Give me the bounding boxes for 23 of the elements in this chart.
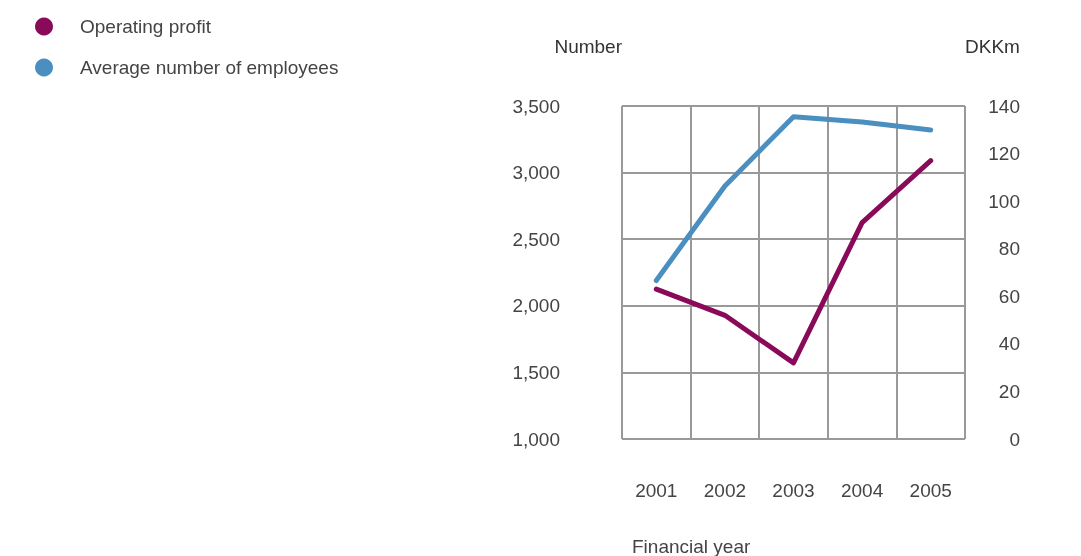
x-tick-label: 2004: [840, 480, 884, 501]
y-tick-label: 3,000: [512, 162, 560, 184]
x-tick-label: 2002: [703, 480, 747, 501]
legend-label: Operating profit: [80, 16, 212, 37]
y2-tick-label: 0: [1009, 428, 1020, 450]
y-tick-label: 3,500: [512, 95, 560, 117]
y-tick-label: 2,000: [512, 295, 560, 317]
y-tick-label: 1,500: [512, 361, 560, 383]
y-axis-title: Number: [554, 36, 623, 57]
y-tick-label: 1,000: [512, 428, 560, 450]
y2-tick-label: 20: [998, 380, 1020, 402]
y-tick-label: 2,500: [512, 228, 560, 250]
x-tick-label: 2003: [772, 480, 815, 501]
legend-label: Average number of employees: [80, 57, 339, 78]
y2-tick-label: 100: [988, 190, 1020, 212]
y2-tick-label: 40: [998, 333, 1020, 355]
x-tick-label: 2005: [909, 480, 952, 501]
y2-tick-label: 140: [988, 95, 1020, 117]
y2-tick-label: 80: [998, 238, 1020, 260]
y2-axis-title: DKKm: [965, 36, 1020, 57]
y2-tick-label: 60: [998, 285, 1020, 307]
x-tick-label: 2001: [635, 480, 678, 501]
y2-tick-label: 120: [988, 143, 1020, 165]
